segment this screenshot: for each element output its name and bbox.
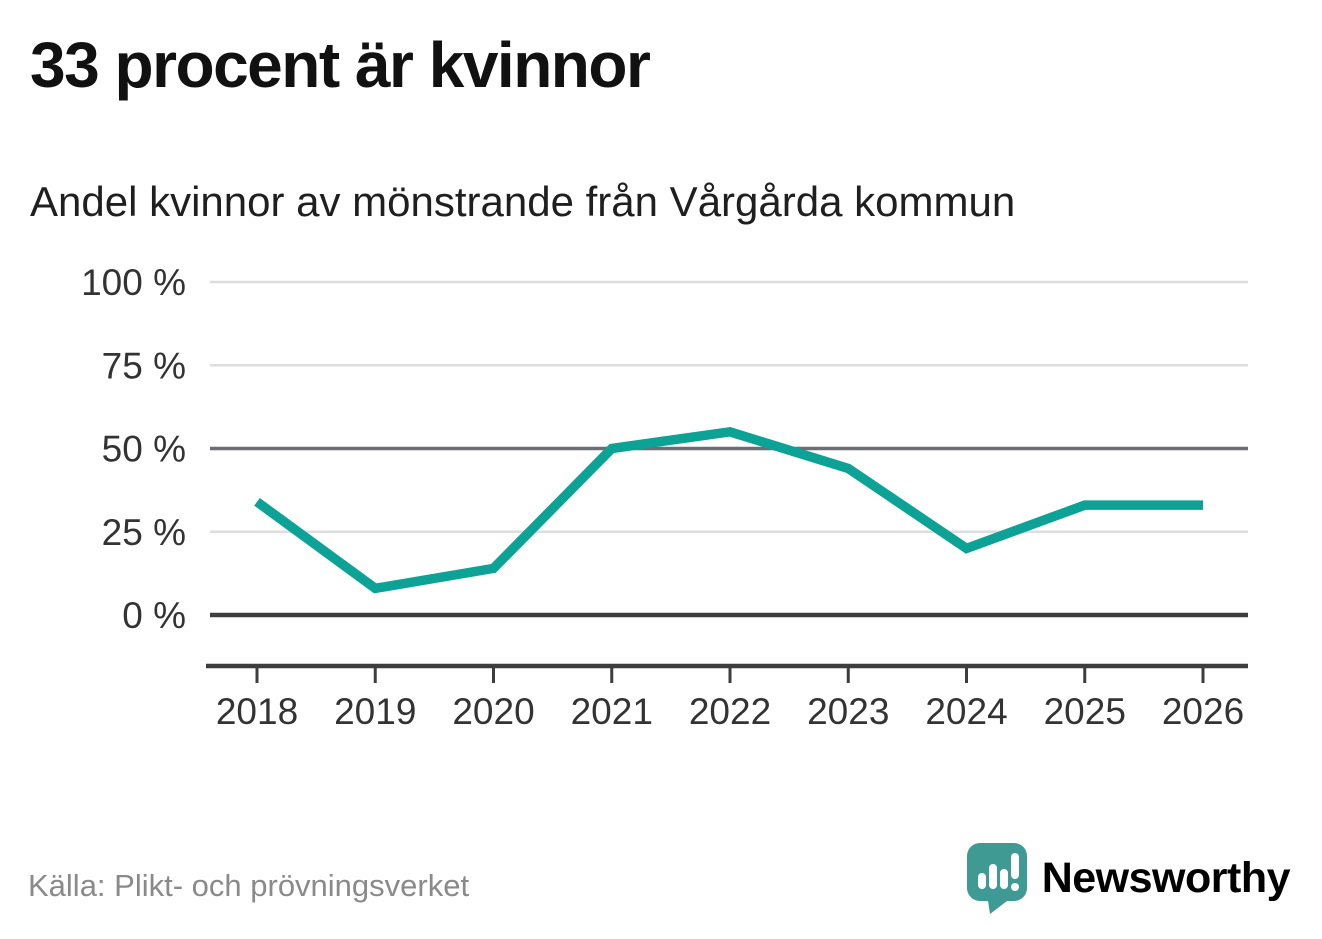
x-axis-label: 2022 [689, 691, 771, 732]
newsworthy-logo-icon [966, 843, 1027, 914]
source-note: Källa: Plikt- och prövningsverket [28, 868, 470, 903]
y-axis-label: 0 % [122, 595, 186, 636]
x-axis-label: 2024 [925, 691, 1007, 732]
x-axis-label: 2020 [452, 691, 534, 732]
logo-bar-1 [977, 873, 986, 889]
y-axis-label: 75 % [102, 345, 186, 386]
x-axis-label: 2021 [571, 691, 653, 732]
newsworthy-logo: Newsworthy [966, 843, 1291, 914]
chart-subtitle: Andel kvinnor av mönstrande från Vårgård… [30, 178, 1016, 225]
logo-exclamation-dot [1010, 883, 1019, 891]
y-axis-label: 25 % [102, 512, 186, 553]
y-axis-label: 50 % [102, 429, 186, 470]
x-axis-label: 2026 [1162, 691, 1244, 732]
logo-bar-3 [999, 869, 1008, 889]
logo-bar-2 [988, 864, 997, 889]
data-line [254, 426, 1203, 594]
page-title: 33 procent är kvinnor [30, 29, 651, 101]
newsworthy-wordmark: Newsworthy [1041, 854, 1291, 902]
x-axis-label: 2023 [807, 691, 889, 732]
x-axis-label: 2018 [216, 691, 298, 732]
y-axis-label: 100 % [81, 262, 186, 303]
x-axis-label: 2025 [1044, 691, 1126, 732]
x-axis-label: 2019 [334, 691, 416, 732]
logo-exclamation-bar [1010, 853, 1019, 879]
